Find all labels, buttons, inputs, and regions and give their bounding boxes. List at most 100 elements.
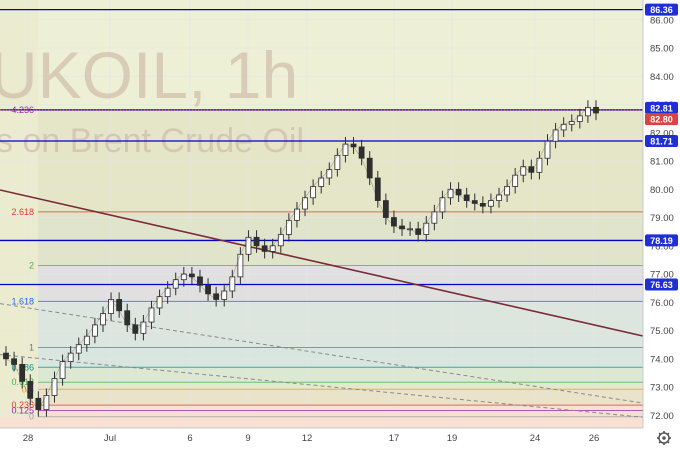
candle-body [197,276,203,286]
candle-body [132,324,139,334]
price-badge [645,278,678,291]
gear-tooth [666,432,670,436]
price-badge-label: 82.80 [650,115,673,125]
x-tick-label: Jul [104,433,116,444]
candle-body [67,352,74,363]
fib-zone-0.125-to-0.236 [38,405,643,411]
fib-zone-1-to-1.618 [38,301,643,348]
y-tick-label: 72.00 [650,411,674,422]
fib-level-label: 2.618 [11,207,34,217]
y-tick-label: 84.00 [650,72,674,83]
x-tick-label: 9 [245,433,250,444]
candle-body [423,222,430,235]
drawn-lines[interactable] [0,8,644,418]
candle-body [407,228,414,231]
candle-body [326,169,333,179]
fib-zone-below-0 [0,416,643,428]
y-tick-label: 86.00 [650,15,674,26]
watermark-layer: UKOIL, 1h s on Brent Crude Oil [0,38,304,160]
candle-body [593,106,599,114]
candle-body [504,186,510,196]
y-tick-label: 82.00 [650,128,674,139]
candle-body [148,307,155,323]
fib-zone-0-to-0.125 [38,410,643,417]
trend-line [0,189,644,337]
candle-body [205,284,211,295]
dashed-channel-line [0,303,644,404]
candle-body [164,287,171,298]
candle-body [528,166,535,173]
y-tick-label: 74.00 [650,354,674,365]
x-tick-label: 26 [589,433,600,444]
y-tick-label: 77.00 [650,270,674,281]
candle-body [35,397,42,411]
watermark-symbol: UKOIL, 1h [0,38,298,112]
y-tick-label: 81.00 [650,157,674,168]
price-badge [645,101,678,114]
price-path [5,107,597,411]
chart-ui[interactable] [657,431,671,445]
candle-body [245,236,252,255]
fib-zone-0.236-to-0.5 [38,389,643,406]
candle-body [318,177,325,187]
candle-body [512,174,519,187]
candle-body [479,203,486,207]
candle-body [431,211,438,224]
candle-body [237,253,244,278]
candle-body [156,296,163,309]
gear-hub [662,436,666,440]
fib-level-label: 1 [29,342,34,352]
candle-body [180,273,187,281]
y-tick-label: 79.00 [650,213,674,224]
candle-body [59,361,66,379]
candle-body [399,225,405,230]
candle-body [463,194,470,201]
candle-body [253,236,260,247]
candle-body [415,228,422,235]
candle-body [261,245,268,252]
candle-body [334,154,341,170]
fib-zone-1.618-to-2 [38,265,643,302]
x-tick-label: 17 [389,433,400,444]
price-badge [645,113,678,126]
fib-level-label: 0 [29,412,34,422]
fib-level-label: 1.618 [11,296,34,306]
fib-level-label: 0.125 [11,405,34,415]
candle-body [585,106,591,117]
x-tick-label: 19 [447,433,458,444]
candle-body [269,245,276,252]
candle-body [552,129,559,142]
settings-gear-icon[interactable] [657,431,671,445]
candle-body [285,219,292,235]
candle-body [302,197,308,210]
candle-body [342,143,349,156]
y-tick-label: 85.00 [650,44,674,55]
candle-body [51,378,58,396]
gear-tooth [666,440,670,444]
candle-body [471,200,478,204]
candle-body [374,177,381,201]
y-axis-panel [643,0,680,449]
candle-body [447,188,454,199]
candle-body [382,200,389,218]
candle-body [172,279,179,289]
candle-body [83,335,90,346]
price-badge [645,134,678,147]
grid-layer [0,0,643,428]
candle-body [213,293,220,300]
price-badge-label: 82.81 [650,103,673,113]
candle-body [358,146,365,159]
candle-body [488,200,494,207]
candle-body [108,299,114,314]
candle-body [221,290,228,300]
fib-level-label: 0.236 [11,400,34,410]
candle-body [27,380,34,399]
candle-body [19,364,26,382]
candle-body [3,352,9,360]
candle-body [496,194,502,201]
price-badge-label: 81.71 [650,136,673,146]
